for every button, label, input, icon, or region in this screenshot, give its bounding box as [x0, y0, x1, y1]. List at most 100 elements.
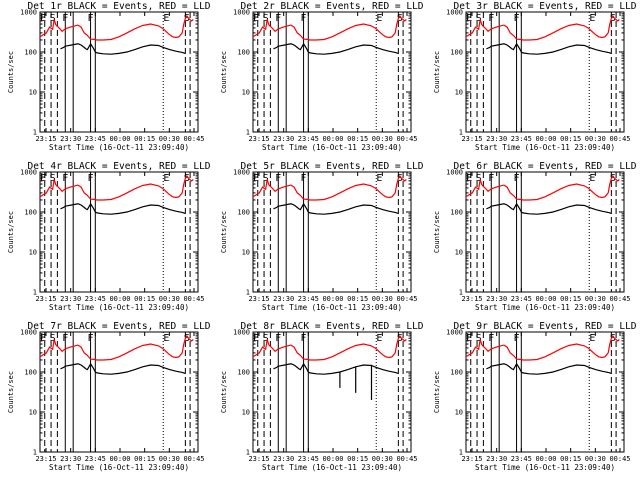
event-marker-label: E	[40, 13, 46, 24]
x-tick-label: 00:00	[109, 455, 130, 463]
x-tick-label: 00:00	[322, 295, 343, 303]
event-marker-label: E	[163, 13, 169, 24]
detector-panel: Det 3r BLACK = Events, RED = LLD 1 10 100 10…	[433, 1, 637, 152]
series-line-events	[486, 362, 612, 375]
event-marker-label: E	[589, 173, 595, 184]
x-tick-label: 23:45	[298, 295, 319, 303]
x-tick-label: 23:15	[248, 295, 269, 303]
x-axis-label: Start Time (16-Oct-11 23:09:40)	[262, 463, 402, 472]
detector-panel: Det 9r BLACK = Events, RED = LLD 1 10 100 10…	[433, 321, 637, 472]
y-tick-label: 10	[29, 249, 37, 257]
x-tick-label: 23:15	[248, 135, 269, 143]
x-tick-label: 00:15	[560, 135, 581, 143]
x-tick-label: 00:45	[396, 295, 417, 303]
event-marker-label: S	[263, 13, 269, 24]
series-line-lld	[465, 334, 620, 361]
x-tick-label: 00:45	[183, 295, 204, 303]
series-line-events	[273, 362, 399, 400]
x-tick-label: 23:15	[461, 295, 482, 303]
y-axis-label: Counts/sec	[433, 211, 441, 253]
y-tick-label: 1	[459, 449, 463, 457]
y-tick-label: 100	[450, 49, 463, 57]
y-tick-label: 1000	[20, 169, 37, 177]
x-tick-label: 23:15	[461, 135, 482, 143]
x-tick-label: 00:00	[109, 295, 130, 303]
event-marker-label: S	[184, 173, 190, 184]
x-tick-label: 00:00	[535, 295, 556, 303]
x-axis-label: Start Time (16-Oct-11 23:09:40)	[475, 463, 615, 472]
y-tick-label: 100	[24, 369, 37, 377]
plot-frame	[39, 171, 199, 293]
event-marker-label: F	[514, 173, 520, 184]
series-line-lld	[465, 174, 620, 201]
event-marker-label: F	[488, 173, 494, 184]
series-line-lld	[252, 174, 407, 201]
plot-frame	[465, 171, 625, 293]
x-tick-label: 00:15	[134, 295, 155, 303]
y-tick-label: 10	[455, 249, 463, 257]
event-marker-label: F	[514, 333, 520, 344]
event-marker-label: F	[88, 13, 94, 24]
event-marker-label: S	[476, 13, 482, 24]
y-axis-label: Counts/sec	[220, 211, 228, 253]
plot-frame	[39, 331, 199, 453]
plot-frame	[252, 331, 412, 453]
plot-frame	[252, 171, 412, 293]
series-line-lld	[252, 334, 407, 361]
y-tick-label: 1	[246, 129, 250, 137]
event-marker-label: S	[476, 333, 482, 344]
y-axis-label: Counts/sec	[7, 51, 15, 93]
series-line-lld	[39, 334, 194, 361]
y-tick-label: 10	[242, 89, 250, 97]
x-tick-label: 00:00	[535, 455, 556, 463]
x-tick-label: 00:00	[535, 135, 556, 143]
event-marker-label: S	[610, 13, 616, 24]
x-tick-label: 23:45	[85, 135, 106, 143]
x-axis-label: Start Time (16-Oct-11 23:09:40)	[49, 303, 189, 312]
y-axis-label: Counts/sec	[433, 51, 441, 93]
y-tick-label: 1000	[446, 329, 463, 337]
x-tick-label: 00:15	[134, 455, 155, 463]
x-tick-label: 00:15	[560, 295, 581, 303]
x-tick-label: 00:30	[585, 135, 606, 143]
y-tick-label: 1	[33, 129, 37, 137]
x-tick-label: 00:45	[609, 455, 630, 463]
x-tick-label: 23:45	[85, 295, 106, 303]
y-tick-label: 100	[237, 49, 250, 57]
event-marker-label: S	[610, 173, 616, 184]
y-tick-label: 10	[455, 409, 463, 417]
x-tick-label: 00:30	[585, 295, 606, 303]
panel-title: Det 1r BLACK = Events, RED = LLD	[27, 1, 210, 12]
x-tick-label: 00:15	[347, 455, 368, 463]
series-line-events	[273, 42, 399, 55]
y-tick-label: 10	[455, 89, 463, 97]
x-tick-label: 00:00	[109, 135, 130, 143]
x-tick-label: 23:30	[273, 295, 294, 303]
x-tick-label: 23:45	[511, 295, 532, 303]
x-tick-label: 00:30	[372, 455, 393, 463]
detector-panel: Det 5r BLACK = Events, RED = LLD 1 10 100 10…	[220, 161, 424, 312]
y-tick-label: 1000	[20, 329, 37, 337]
event-marker-label: S	[397, 173, 403, 184]
x-tick-label: 23:45	[298, 455, 319, 463]
panel-title: Det 9r BLACK = Events, RED = LLD	[453, 321, 636, 332]
series-line-events	[60, 202, 186, 215]
x-tick-label: 23:15	[461, 455, 482, 463]
event-marker-label: S	[263, 173, 269, 184]
panel-title: Det 3r BLACK = Events, RED = LLD	[453, 1, 636, 12]
y-tick-label: 100	[237, 369, 250, 377]
detector-panel: Det 7r BLACK = Events, RED = LLD 1 10 100 10…	[7, 321, 211, 472]
x-tick-label: 00:15	[560, 455, 581, 463]
x-tick-label: 00:45	[609, 135, 630, 143]
y-tick-label: 10	[242, 249, 250, 257]
y-axis-label: Counts/sec	[220, 371, 228, 413]
event-marker-label: S	[184, 333, 190, 344]
y-tick-label: 10	[29, 409, 37, 417]
detector-panel: Det 6r BLACK = Events, RED = LLD 1 10 100 10…	[433, 161, 637, 312]
event-marker-label: E	[376, 333, 382, 344]
x-tick-label: 00:45	[396, 135, 417, 143]
panel-title: Det 7r BLACK = Events, RED = LLD	[27, 321, 210, 332]
x-tick-label: 23:45	[511, 455, 532, 463]
event-marker-label: E	[376, 13, 382, 24]
